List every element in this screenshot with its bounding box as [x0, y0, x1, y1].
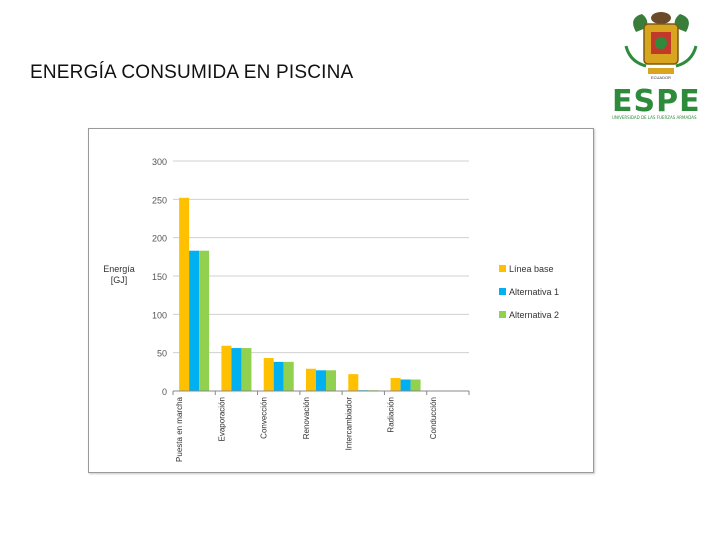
- bar: [241, 348, 252, 391]
- legend-swatch: [499, 288, 506, 295]
- bar-chart: 0 50 100 150 200 250 300 Energía[GJ] Puesta en m…: [103, 157, 559, 462]
- bar: [326, 370, 336, 391]
- bar: [189, 250, 200, 391]
- bar: [179, 197, 190, 391]
- espe-logo: ECUADOR: [624, 12, 698, 80]
- bar: [348, 374, 359, 391]
- chart-frame: 0 50 100 150 200 250 300 Energía [GJ] Puesta en m…: [88, 128, 594, 473]
- bar: [316, 370, 326, 391]
- legend-swatch: [499, 265, 506, 272]
- bar: [221, 345, 232, 391]
- y-axis-label: Energía: [103, 264, 135, 274]
- y-tick-label: 100: [152, 310, 167, 320]
- logo-subtitle: UNIVERSIDAD DE LAS FUERZAS ARMADAS: [612, 115, 697, 120]
- slide-title: ENERGÍA CONSUMIDA EN PISCINA: [30, 62, 354, 83]
- x-tick-label: Puesta en marcha: [175, 396, 184, 461]
- y-tick-label: 0: [162, 387, 167, 397]
- legend-swatch: [499, 311, 506, 318]
- bar: [390, 377, 401, 391]
- legend-label: Alternativa 1: [509, 287, 559, 297]
- logo-word: ESPE: [612, 84, 701, 119]
- x-tick-label: Intercambiador: [344, 397, 353, 451]
- y-axis-label: [GJ]: [111, 275, 128, 285]
- bar: [410, 379, 421, 391]
- x-tick-label: Renovación: [302, 397, 311, 439]
- bar: [283, 361, 294, 391]
- legend-label: Alternativa 2: [509, 310, 559, 320]
- logo-banner: ECUADOR: [651, 75, 671, 80]
- y-tick-label: 50: [157, 349, 167, 359]
- y-tick-label: 200: [152, 234, 167, 244]
- x-tick-label: Radiación: [387, 397, 396, 433]
- bar: [273, 361, 284, 391]
- y-tick-label: 250: [152, 195, 167, 205]
- bar: [263, 358, 274, 391]
- x-tick-label: Evaporación: [217, 397, 226, 441]
- legend-label: Línea base: [509, 264, 554, 274]
- y-tick-label: 300: [152, 157, 167, 167]
- coat-of-arms-icon: [624, 12, 698, 74]
- y-tick-label: 150: [152, 272, 167, 282]
- bar: [231, 348, 242, 391]
- bar: [400, 379, 411, 391]
- x-tick-label: Conducción: [429, 397, 438, 439]
- bar: [306, 368, 316, 391]
- bar: [199, 250, 210, 391]
- x-tick-label: Convección: [260, 397, 269, 439]
